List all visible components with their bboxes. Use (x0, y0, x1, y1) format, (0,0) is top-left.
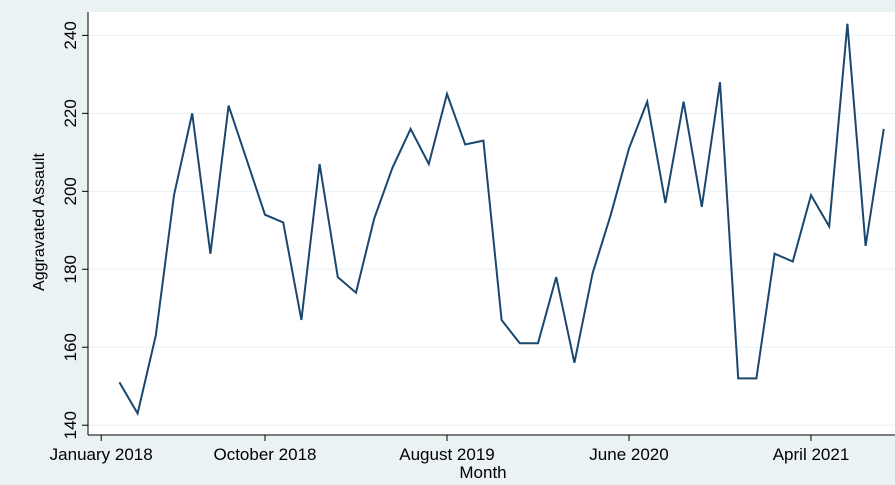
grid (88, 34, 895, 426)
x-tick-label: January 2018 (50, 445, 153, 464)
x-tick-label: October 2018 (213, 445, 316, 464)
y-tick-label: 180 (61, 255, 80, 283)
x-axis-title: Month (459, 463, 506, 482)
y-tick-label: 160 (61, 333, 80, 361)
y-tick-label: 200 (61, 177, 80, 205)
x-tick-label: June 2020 (589, 445, 668, 464)
x-tick-label: April 2021 (773, 445, 850, 464)
y-tick-label: 240 (61, 21, 80, 49)
y-axis-title: Aggravated Assault (31, 153, 48, 291)
y-tick-label: 140 (61, 411, 80, 439)
y-tick-label: 220 (61, 99, 80, 127)
data-line (118, 23, 885, 417)
x-tick-label: August 2019 (399, 445, 494, 464)
